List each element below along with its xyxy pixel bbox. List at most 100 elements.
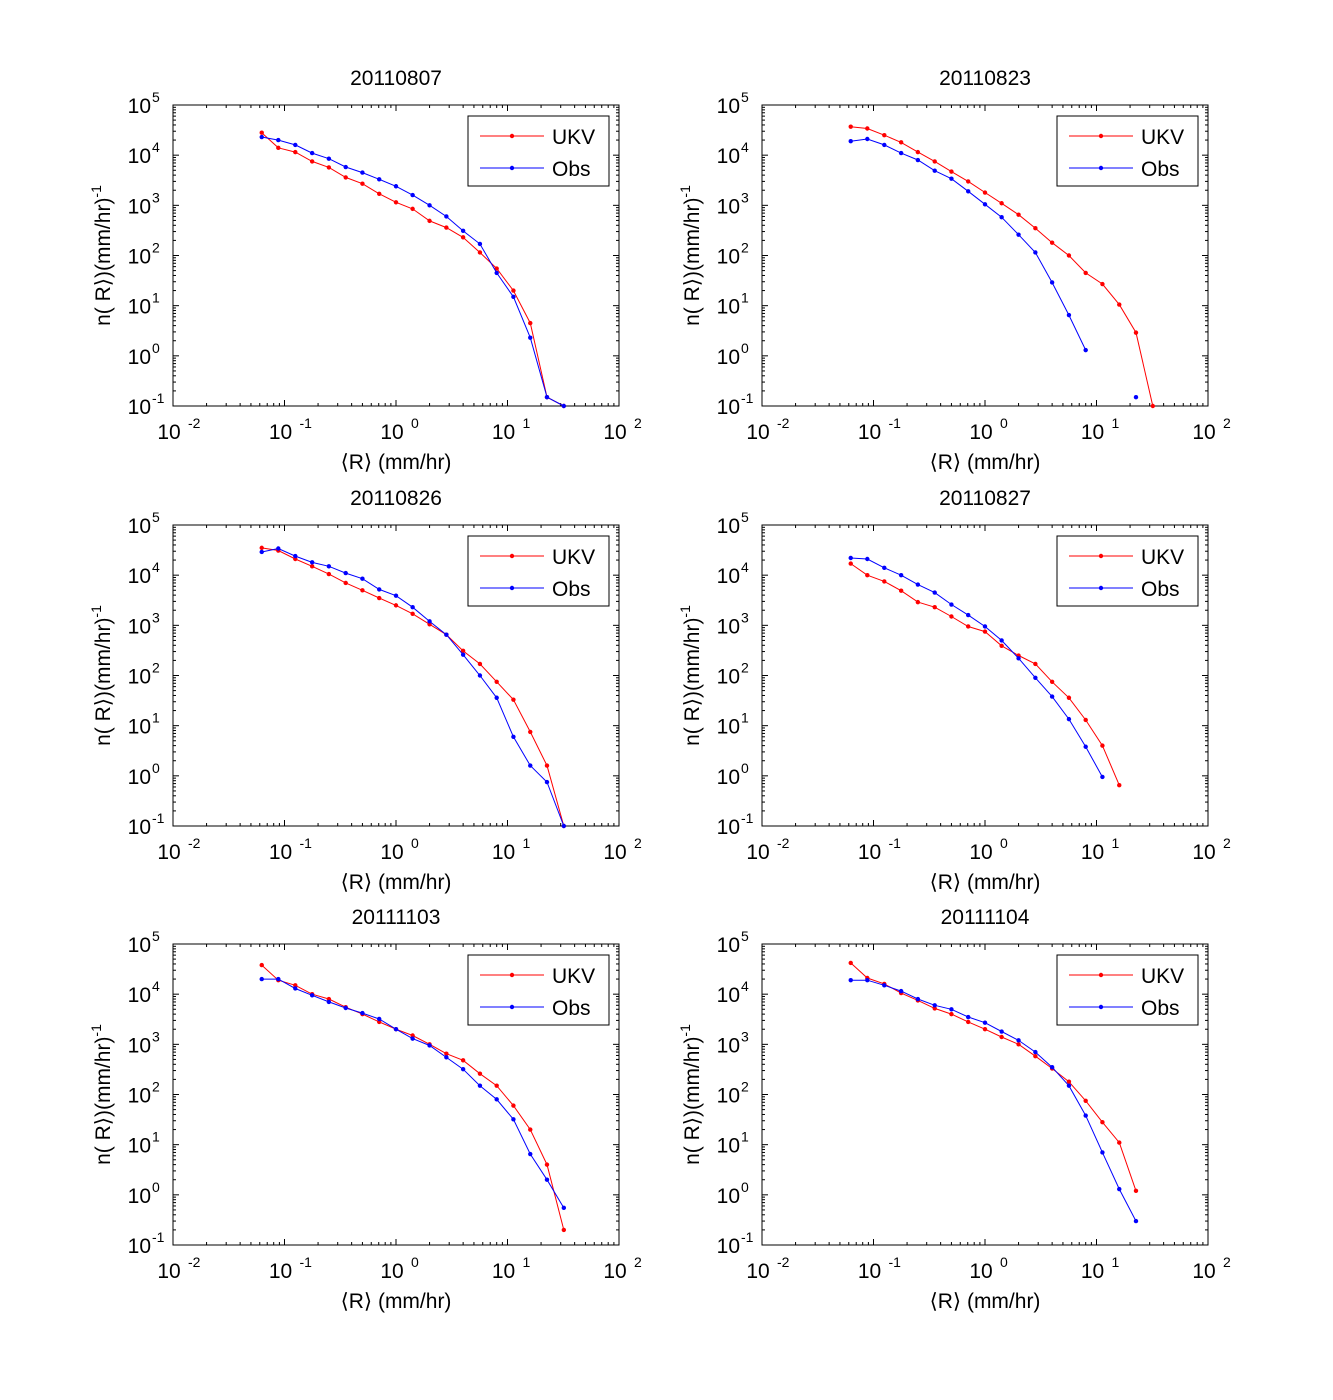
y-tick-exponent: -1 — [152, 810, 165, 826]
data-point-obs — [444, 214, 449, 219]
data-point-obs — [915, 996, 921, 1002]
y-tick-exponent: 0 — [152, 340, 160, 356]
y-axis-label-main: n( R⟩)(mm/hr) — [681, 618, 704, 746]
x-tick-exponent: -1 — [889, 835, 902, 851]
y-axis-label-exponent: -1 — [677, 1024, 693, 1037]
x-tick-exponent: 2 — [634, 1254, 642, 1270]
data-point-ukv — [982, 1027, 988, 1032]
y-tick-exponent: 1 — [152, 290, 160, 306]
series-line-obs — [850, 557, 1103, 778]
data-point-obs — [343, 570, 348, 576]
data-point-obs — [360, 170, 365, 175]
data-point-obs — [377, 587, 382, 592]
data-point-obs — [393, 1027, 399, 1032]
legend-marker-obs — [1098, 165, 1104, 171]
y-tick-exponent: 2 — [152, 660, 160, 676]
data-point-ukv — [460, 1058, 466, 1063]
x-axis-label: ⟨R⟩ (mm/hr) — [341, 451, 452, 474]
data-point-obs — [477, 241, 483, 247]
y-tick-label: 10 — [717, 515, 740, 538]
y-axis-label-main: n( R⟩)(mm/hr) — [681, 198, 704, 326]
data-point-ukv — [494, 679, 499, 684]
data-point-ukv — [477, 1071, 483, 1076]
x-tick-label: 10 — [969, 1260, 992, 1283]
data-point-obs — [544, 1177, 550, 1182]
data-point-ukv — [326, 571, 332, 577]
y-tick-exponent: 1 — [741, 710, 749, 726]
legend-marker-ukv — [1098, 553, 1104, 559]
legend-label-ukv: UKV — [1141, 546, 1184, 569]
data-point-obs — [999, 638, 1004, 643]
data-point-ukv — [410, 611, 415, 616]
y-tick-exponent: 3 — [152, 1028, 160, 1044]
data-point-obs — [326, 156, 332, 161]
x-tick-label: 10 — [380, 1260, 403, 1283]
subplot-title: 20110823 — [939, 67, 1031, 90]
legend-box — [1056, 535, 1199, 607]
legend-label-obs: Obs — [552, 158, 591, 181]
data-point-obs — [293, 553, 298, 559]
legend-marker-ukv — [509, 553, 515, 559]
x-tick-exponent: -2 — [188, 415, 201, 431]
x-tick-exponent: -2 — [777, 835, 790, 851]
data-point-ukv — [966, 1019, 971, 1025]
y-tick-exponent: 5 — [152, 89, 160, 105]
data-point-ukv — [494, 1083, 499, 1088]
data-point-obs — [460, 1066, 466, 1072]
data-point-ukv — [511, 288, 516, 293]
legend: UKV Obs — [467, 115, 610, 187]
data-point-ukv — [898, 588, 904, 593]
data-point-obs — [882, 142, 887, 148]
data-point-ukv — [882, 133, 887, 138]
y-tick-exponent: 0 — [152, 1179, 160, 1195]
y-tick-exponent: 3 — [152, 189, 160, 205]
x-tick-label: 10 — [380, 421, 403, 444]
x-tick-exponent: 2 — [634, 835, 642, 851]
y-tick-exponent: 4 — [152, 978, 160, 994]
x-tick-exponent: -2 — [188, 1254, 201, 1270]
x-tick-label: 10 — [603, 421, 626, 444]
data-point-ukv — [999, 643, 1004, 649]
y-tick-exponent: 4 — [741, 978, 749, 994]
data-point-obs — [982, 202, 988, 207]
data-point-obs — [293, 986, 298, 991]
data-point-ukv — [999, 201, 1004, 206]
data-point-ukv — [360, 588, 365, 593]
data-point-obs — [276, 546, 281, 551]
y-axis-label: n( R⟩)(mm/hr)-1 — [88, 605, 115, 746]
data-point-obs — [561, 1205, 567, 1211]
data-point-obs — [544, 779, 550, 785]
x-tick-exponent: 0 — [411, 415, 419, 431]
x-tick-exponent: 0 — [1000, 415, 1008, 431]
data-point-ukv — [1016, 212, 1021, 217]
x-axis-label: ⟨R⟩ (mm/hr) — [341, 871, 452, 894]
x-tick-label: 10 — [603, 841, 626, 864]
x-tick-label: 10 — [269, 421, 292, 444]
x-tick-exponent: 2 — [1223, 1254, 1231, 1270]
y-tick-exponent: 4 — [741, 139, 749, 155]
data-point-ukv — [544, 763, 550, 768]
data-point-obs — [932, 590, 937, 595]
y-tick-exponent: 0 — [741, 1179, 749, 1195]
y-axis-label-main: n( R⟩)(mm/hr) — [92, 198, 115, 326]
x-tick-label: 10 — [746, 421, 769, 444]
y-tick-exponent: 2 — [741, 660, 749, 676]
subplot-title: 20110826 — [350, 487, 442, 510]
y-axis-label: n( R⟩)(mm/hr)-1 — [88, 185, 115, 326]
y-tick-label: 10 — [128, 95, 151, 118]
x-tick-label: 10 — [492, 841, 515, 864]
legend-box — [467, 954, 610, 1026]
x-tick-label: 10 — [858, 841, 881, 864]
data-point-obs — [1117, 1186, 1122, 1192]
data-point-obs — [982, 624, 988, 629]
data-point-ukv — [444, 1051, 449, 1056]
legend-label-obs: Obs — [1141, 997, 1180, 1020]
data-point-obs — [494, 1097, 499, 1102]
data-point-ukv — [1100, 743, 1105, 748]
y-tick-label: 10 — [128, 1135, 151, 1158]
y-tick-label: 10 — [128, 515, 151, 538]
data-point-ukv — [511, 697, 516, 702]
x-axis-label: ⟨R⟩ (mm/hr) — [341, 1290, 452, 1313]
x-tick-exponent: -1 — [889, 1254, 902, 1270]
data-point-obs — [848, 977, 853, 983]
